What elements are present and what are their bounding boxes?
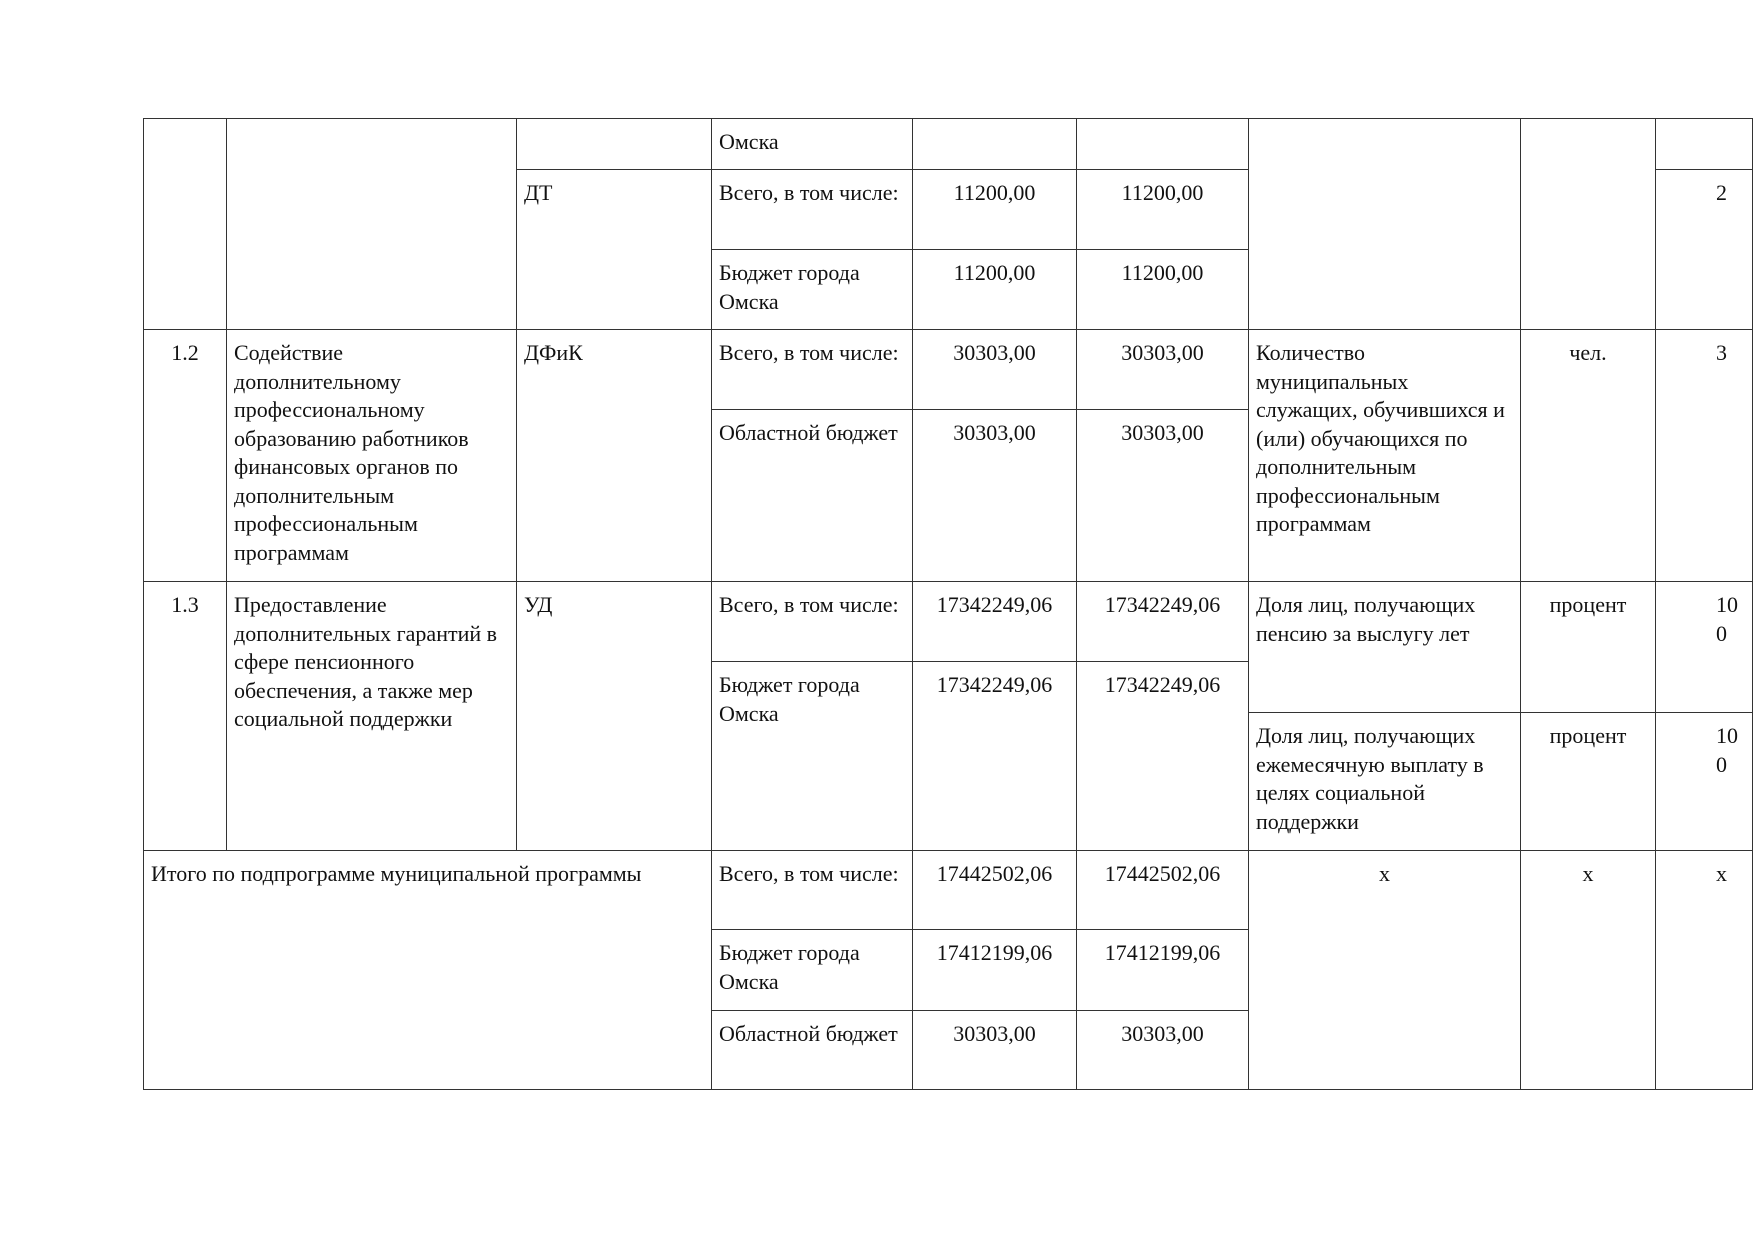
cell-value: 30303,00 (912, 329, 1077, 410)
cell-executor: УД (516, 581, 712, 851)
cell-source: Всего, в том числе: (711, 329, 913, 410)
cell-num (143, 118, 227, 330)
cell-executor: ДТ (516, 169, 712, 330)
cell-name: Предоставление дополнительных гарантий в… (226, 581, 517, 851)
cell-value: 17412199,06 (1076, 929, 1249, 1011)
cell-unit: процент (1520, 581, 1656, 713)
table-row: Областной бюджет 30303,00 30303,00 (144, 1010, 1753, 1090)
table-row: 1.2 Содействие дополнительному профессио… (143, 329, 1753, 582)
cell-indicator-value: 2 (1655, 169, 1753, 330)
table-row: Омска (143, 118, 1753, 330)
cell-indicator-value (1655, 118, 1753, 170)
table-row: 1.3 Предоставление дополнительных гарант… (143, 581, 1753, 851)
cell-source: Бюджет города Омска (711, 929, 913, 1011)
cell-source: Всего, в том числе: (711, 169, 913, 250)
cell-source: Областной бюджет (711, 409, 913, 582)
cell-num: 1.2 (143, 329, 227, 582)
cell-value (1076, 118, 1249, 170)
table-row: Бюджет города Омска 17412199,06 17412199… (144, 929, 1753, 1011)
table-row: Итого по подпрограмме муниципальной прог… (143, 850, 1753, 1090)
cell-executor: ДФиК (516, 329, 712, 582)
cell-value: 11200,00 (1076, 249, 1249, 330)
cell-name: Содействие дополнительному профессиональ… (226, 329, 517, 582)
cell-name (226, 118, 517, 330)
cell-source: Омска (711, 118, 913, 170)
cell-source: Всего, в том числе: (711, 850, 913, 930)
cell-indicator (1248, 118, 1521, 330)
program-table: Омска ДТ Всего, в том числе: 11200,00 11… (143, 118, 1753, 1090)
cell-value: 30303,00 (912, 409, 1077, 582)
cell-value: 30303,00 (1076, 329, 1249, 410)
cell-executor (516, 118, 712, 170)
cell-indicator: x (1248, 850, 1521, 1090)
cell-source: Областной бюджет (711, 1010, 913, 1090)
cell-value: 17342249,06 (1076, 661, 1249, 851)
cell-indicator-value: 100 (1655, 581, 1753, 713)
cell-indicator-value: 100 (1655, 712, 1753, 851)
table-row: Бюджет города Омска 17342249,06 17342249… (144, 661, 1753, 851)
table-row: Бюджет города Омска 11200,00 11200,00 (144, 249, 1753, 330)
cell-num: 1.3 (143, 581, 227, 851)
cell-value: 17442502,06 (912, 850, 1077, 930)
cell-value: 17442502,06 (1076, 850, 1249, 930)
cell-indicator: Количество муниципальных служащих, обучи… (1248, 329, 1521, 582)
cell-total-label: Итого по подпрограмме муниципальной прог… (143, 850, 712, 1090)
cell-value: 17342249,06 (912, 661, 1077, 851)
cell-indicator-value: x (1655, 850, 1753, 1090)
cell-value: 17412199,06 (912, 929, 1077, 1011)
cell-source: Бюджет города Омска (711, 249, 913, 330)
cell-source: Бюджет города Омска (711, 661, 913, 851)
cell-value: 17342249,06 (1076, 581, 1249, 662)
cell-unit: чел. (1520, 329, 1656, 582)
cell-unit (1520, 118, 1656, 330)
cell-value (912, 118, 1077, 170)
cell-value: 11200,00 (912, 169, 1077, 250)
cell-value: 30303,00 (1076, 409, 1249, 582)
cell-value: 11200,00 (912, 249, 1077, 330)
cell-unit: процент (1520, 712, 1656, 851)
cell-value: 30303,00 (912, 1010, 1077, 1090)
cell-value: 11200,00 (1076, 169, 1249, 250)
cell-source: Всего, в том числе: (711, 581, 913, 662)
cell-value: 30303,00 (1076, 1010, 1249, 1090)
cell-indicator: Доля лиц, получающих пенсию за выслугу л… (1248, 581, 1521, 713)
cell-unit: x (1520, 850, 1656, 1090)
cell-value: 17342249,06 (912, 581, 1077, 662)
cell-indicator: Доля лиц, получающих ежемесячную выплату… (1248, 712, 1521, 851)
cell-indicator-value: 3 (1655, 329, 1753, 582)
